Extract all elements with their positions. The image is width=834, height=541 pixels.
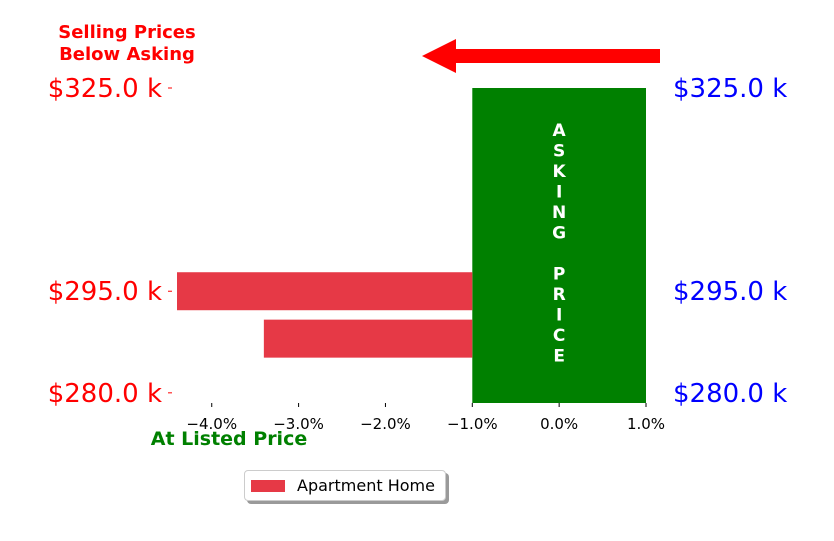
asking-price-letter: K [553,162,567,182]
asking-price-letter: E [553,347,565,367]
y-tick-label-right: $295.0 k [673,277,787,307]
left-arrow-icon [422,39,660,73]
legend-label-apartment-home: Apartment Home [297,476,435,495]
asking-price-letter: G [552,224,566,244]
asking-price-letter: S [553,142,565,162]
asking-price-letter: R [553,285,566,305]
left-price-axis: $325.0 k $295.0 k $280.0 k [48,74,172,409]
asking-price-band [472,88,646,403]
asking-price-letter: I [556,183,562,203]
y-tick-label-left: $325.0 k [48,74,162,104]
note-selling-prices-line1: Selling Prices [58,22,195,43]
x-tick-label: 1.0% [627,415,665,433]
x-tick-label: −2.0% [360,415,411,433]
x-tick-label: 0.0% [540,415,578,433]
x-axis-ticks: −4.0% −3.0% −2.0% −1.0% 0.0% 1.0% [186,403,665,433]
annotations: Selling Prices Below Asking At Listed Pr… [58,22,660,450]
note-selling-prices-line2: Below Asking [59,44,195,65]
note-at-listed-price: At Listed Price [151,428,307,450]
y-tick-label-left: $295.0 k [48,277,162,307]
y-tick-label-right: $325.0 k [673,74,787,104]
asking-price-letter: N [552,203,566,223]
x-tick-label: −1.0% [447,415,498,433]
asking-price-letter: P [553,265,565,285]
x-tick-label: −4.0% [186,415,237,433]
asking-price-letter: C [553,326,565,346]
right-price-axis: $325.0 k $295.0 k $280.0 k [673,74,787,409]
y-tick-label-right: $280.0 k [673,379,787,409]
legend-swatch-apartment-home [251,480,285,492]
legend: Apartment Home [244,470,446,501]
asking-price-letter: A [553,121,567,141]
x-tick-label: −3.0% [273,415,324,433]
bar [177,272,473,311]
asking-price-letter: I [556,306,562,326]
bar [263,319,473,358]
y-tick-label-left: $280.0 k [48,379,162,409]
bars-layer [177,272,473,358]
